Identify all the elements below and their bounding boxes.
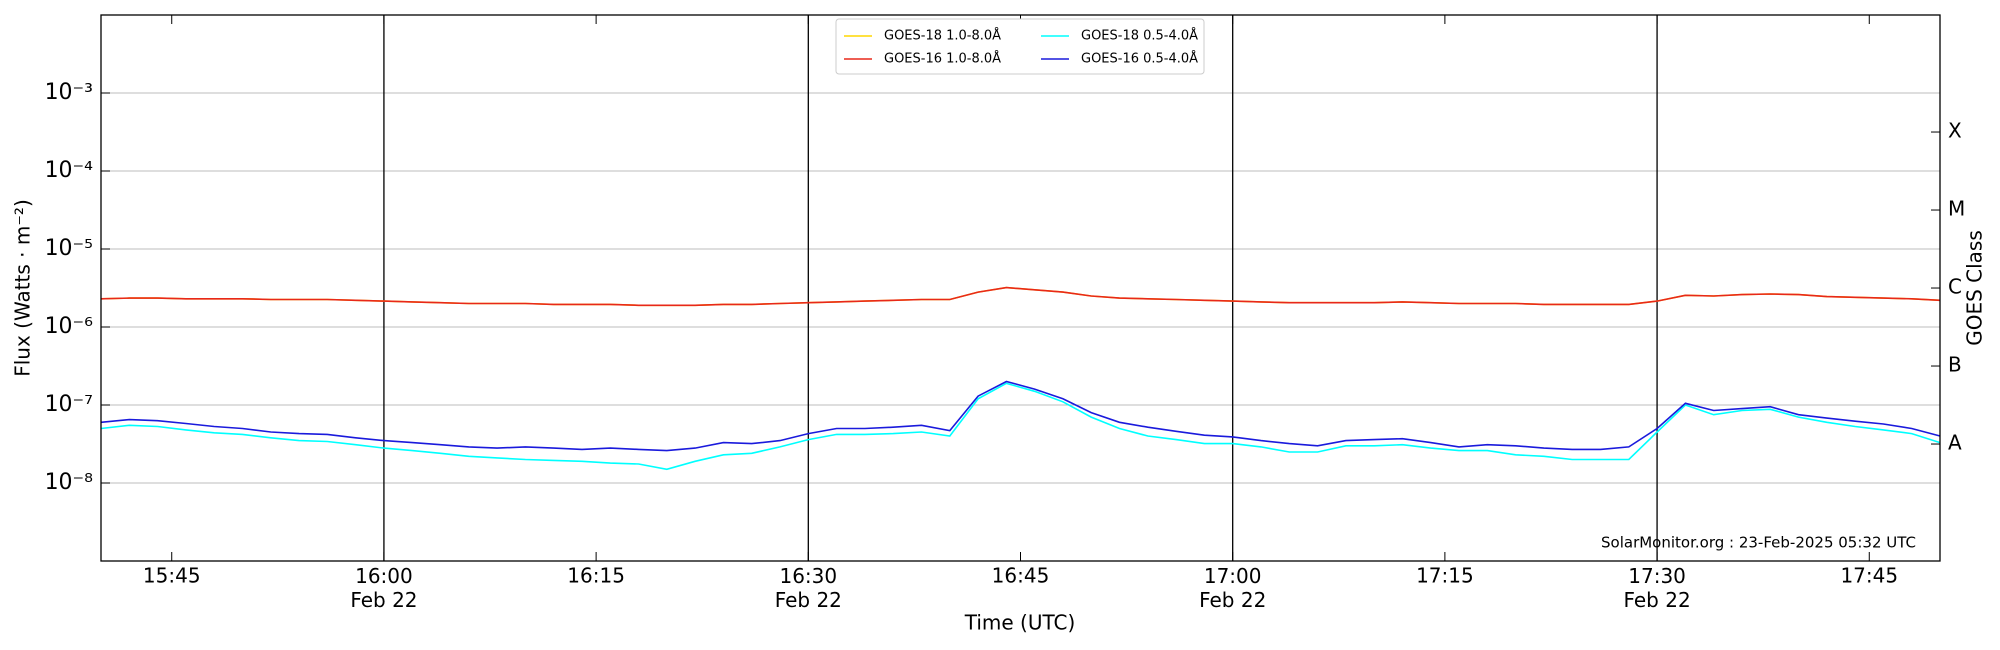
y-tick-label: 10⁻⁶ — [45, 314, 94, 339]
legend-label: GOES-16 0.5-4.0Å — [1081, 51, 1198, 67]
y2-tick-label: M — [1948, 197, 1965, 221]
series-line — [100, 382, 1941, 471]
x-tick-label: 17:15 — [1416, 564, 1474, 588]
legend-label: GOES-16 1.0-8.0Å — [884, 51, 1001, 67]
x-tick-label: 16:45 — [992, 564, 1050, 588]
series-line — [100, 286, 1941, 307]
plot-frame — [100, 14, 1941, 562]
y-tick-label: 10⁻³ — [45, 80, 93, 105]
y2-tick-label: B — [1948, 353, 1962, 377]
y-axis-label: Flux (Watts · m⁻²) — [11, 199, 35, 377]
legend-box — [835, 18, 1205, 75]
y2-tick-label: A — [1948, 431, 1962, 455]
legend-label: GOES-18 1.0-8.0Å — [884, 28, 1001, 44]
y-tick-label: 10⁻⁵ — [45, 236, 93, 261]
x-axis-label: Time (UTC) — [964, 611, 1076, 635]
x-tick-label: 17:00 Feb 22 — [1199, 564, 1266, 612]
x-tick-label: 17:45 — [1840, 564, 1898, 588]
y2-tick-label: X — [1948, 119, 1962, 143]
y-tick-label: 10⁻⁴ — [45, 158, 94, 183]
x-tick-label: 16:15 — [567, 564, 625, 588]
x-tick-label: 16:30 Feb 22 — [775, 564, 842, 612]
y2-tick-label: C — [1948, 275, 1962, 299]
x-tick-label: 15:45 — [143, 564, 201, 588]
series-line — [100, 380, 1941, 452]
y-tick-label: 10⁻⁸ — [45, 470, 94, 495]
y-tick-label: 10⁻⁷ — [45, 392, 93, 417]
x-tick-label: 17:30 Feb 22 — [1623, 564, 1690, 612]
x-tick-label: 16:00 Feb 22 — [350, 564, 417, 612]
y2-axis-label: GOES Class — [1963, 230, 1987, 346]
legend-label: GOES-18 0.5-4.0Å — [1081, 28, 1198, 44]
annotation: SolarMonitor.org : 23-Feb-2025 05:32 UTC — [1601, 534, 1916, 552]
